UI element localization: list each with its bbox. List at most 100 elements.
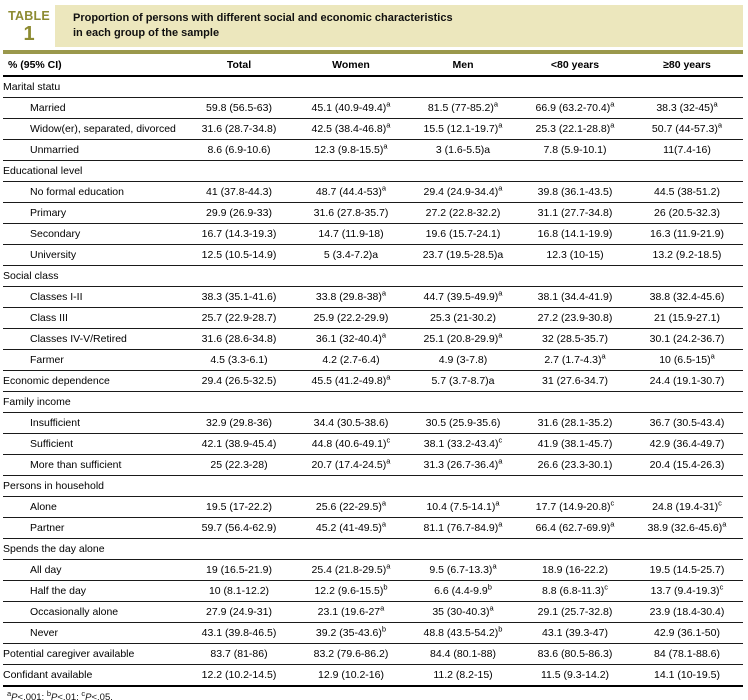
cell-text: 83.7 (81-86) (210, 647, 268, 660)
cell-text: 84.4 (80.1-88) (430, 647, 496, 660)
table-title-line1: Proportion of persons with different soc… (73, 12, 453, 24)
table-badge: TABLE 1 (3, 5, 55, 47)
cell-text: 19 (16.5-21.9) (206, 563, 272, 576)
row-label: More than sufficient (3, 454, 183, 476)
cell-text: 10.4 (7.5-14.1) (426, 500, 496, 513)
cell-value: 11(7.4-16) (631, 139, 743, 161)
cell-text: 44.7 (39.5-49.9) (423, 290, 499, 303)
cell-text: 38.8 (32.4-45.6) (649, 290, 725, 303)
cell-significance-marker: a (386, 372, 391, 382)
cell-text: 14.7 (11.9-18) (318, 227, 384, 240)
cell-significance-marker: a (717, 120, 723, 130)
footnote-sup-b: b (46, 688, 52, 698)
cell-value: 24.8 (19.4-31)c (631, 496, 743, 518)
cell-value: 12.2 (9.6-15.5)b (295, 580, 407, 602)
cell-value: 45.1 (40.9-49.4)a (295, 97, 407, 119)
cell-value: 31.6 (27.8-35.7) (295, 202, 407, 224)
column-header-ci: % (95% CI) (3, 54, 183, 77)
cell-value: 2.7 (1.7-4.3)a (519, 349, 631, 371)
column-header-row: % (95% CI) Total Women Men <80 years ≥80… (3, 54, 743, 77)
cell-text: 17.7 (14.9-20.8) (535, 500, 611, 513)
cell-text: 16.3 (11.9-21.9) (650, 227, 724, 240)
row-label: Occasionally alone (3, 601, 183, 623)
table-row: Economic dependence 29.4 (26.5-32.5) 45.5 … (3, 370, 743, 392)
cell-text: 42.9 (36.4-49.7) (649, 437, 725, 450)
cell-value: 3 (1.6-5.5)a (407, 139, 519, 161)
cell-significance-marker: a (610, 120, 615, 130)
cell-text: 23.7 (19.5-28.5)a (422, 248, 504, 261)
cell-text: 44.5 (38-51.2) (654, 185, 720, 198)
cell-value: 5.7 (3.7-8.7)a (407, 370, 519, 392)
section-row: Educational level (3, 160, 743, 182)
cell-text: 25.1 (20.8-29.9) (423, 332, 499, 345)
cell-text: 42.1 (38.9-45.4) (201, 437, 277, 450)
cell-value: 16.8 (14.1-19.9) (519, 223, 631, 245)
cell-significance-marker: c (498, 435, 503, 445)
cell-value: 41.9 (38.1-45.7) (519, 433, 631, 455)
cell-value: 59.7 (56.4-62.9) (183, 517, 295, 539)
cell-text: 38.1 (34.4-41.9) (537, 290, 613, 303)
cell-value: 10 (6.5-15)a (631, 349, 743, 371)
cell-text: 31.6 (28.6-34.8) (201, 332, 277, 345)
table-row: Partner 59.7 (56.4-62.9) 45.2 (41-49.5)a 81… (3, 517, 743, 539)
cell-value: 66.4 (62.7-69.9)a (519, 517, 631, 539)
cell-significance-marker: a (386, 561, 391, 571)
row-label: Secondary (3, 223, 183, 245)
cell-value: 36.1 (32-40.4)a (295, 328, 407, 350)
cell-value: 42.9 (36.4-49.7) (631, 433, 743, 455)
cell-text: 31.3 (26.7-36.4) (423, 458, 499, 471)
column-header-over80: ≥80 years (631, 54, 743, 77)
row-label: Classes IV-V/Retired (3, 328, 183, 350)
section-row: Social class (3, 265, 743, 287)
cell-text: 31.6 (28.7-34.8) (201, 122, 277, 135)
table-row: Occasionally alone 27.9 (24.9-31) 23.1 (19… (3, 601, 743, 623)
cell-text: 44.8 (40.6-49.1) (311, 437, 387, 450)
cell-value: 31.6 (28.6-34.8) (183, 328, 295, 350)
cell-significance-marker: c (610, 498, 615, 508)
cell-value: 30.1 (24.2-36.7) (631, 328, 743, 350)
cell-text: 35 (30-40.3) (432, 605, 490, 618)
column-header-women: Women (295, 54, 407, 77)
section-row: Marital statu (3, 75, 743, 98)
cell-value: 42.9 (36.1-50) (631, 622, 743, 644)
cell-value: 33.8 (29.8-38)a (295, 286, 407, 308)
cell-text: 24.8 (19.4-31) (652, 500, 719, 513)
cell-value: 59.8 (56.5-63) (183, 97, 295, 119)
cell-significance-marker: a (498, 519, 503, 529)
cell-value: 25.6 (22-29.5)a (295, 496, 407, 518)
cell-text: 30.5 (25.9-35.6) (425, 416, 501, 429)
cell-text: 6.6 (4.4-9.9 (434, 584, 488, 597)
cell-significance-marker: a (381, 183, 387, 193)
row-label: University (3, 244, 183, 266)
table-row: No formal education 41 (37.8-44.3) 48.7 (4… (3, 181, 743, 203)
cell-text: 9.5 (6.7-13.3) (429, 563, 493, 576)
footnote-p-c: P (85, 691, 92, 700)
cell-value: 27.2 (23.9-30.8) (519, 307, 631, 329)
cell-value: 12.3 (9.8-15.5)a (295, 139, 407, 161)
cell-value: 34.4 (30.5-38.6) (295, 412, 407, 434)
cell-text: 42.9 (36.1-50) (654, 626, 720, 639)
cell-significance-marker: a (710, 351, 715, 361)
cell-text: 8.8 (6.8-11.3) (541, 584, 605, 597)
cell-value: 23.7 (19.5-28.5)a (407, 244, 519, 266)
cell-text: 27.2 (23.9-30.8) (537, 311, 613, 324)
cell-value: 24.4 (19.1-30.7) (631, 370, 743, 392)
row-label: Potential caregiver available (3, 643, 183, 665)
cell-value: 9.5 (6.7-13.3)a (407, 559, 519, 581)
cell-value: 32.9 (29.8-36) (183, 412, 295, 434)
table-row: Unmarried 8.6 (6.9-10.6) 12.3 (9.8-15.5)a 3… (3, 139, 743, 161)
row-label: Married (3, 97, 183, 119)
cell-text: 25.4 (21.8-29.5) (311, 563, 387, 576)
cell-value: 42.5 (38.4-46.8)a (295, 118, 407, 140)
cell-significance-marker: a (498, 120, 503, 130)
cell-text: 27.2 (22.8-32.2) (425, 206, 501, 219)
badge-number: 1 (23, 23, 35, 46)
cell-text: 38.3 (35.1-41.6) (201, 290, 277, 303)
cell-value: 8.6 (6.9-10.6) (183, 139, 295, 161)
cell-value: 83.6 (80.5-86.3) (519, 643, 631, 665)
cell-value: 15.5 (12.1-19.7)a (407, 118, 519, 140)
cell-text: 12.3 (9.8-15.5) (314, 143, 384, 156)
cell-value: 20.4 (15.4-26.3) (631, 454, 743, 476)
row-label: Farmer (3, 349, 183, 371)
